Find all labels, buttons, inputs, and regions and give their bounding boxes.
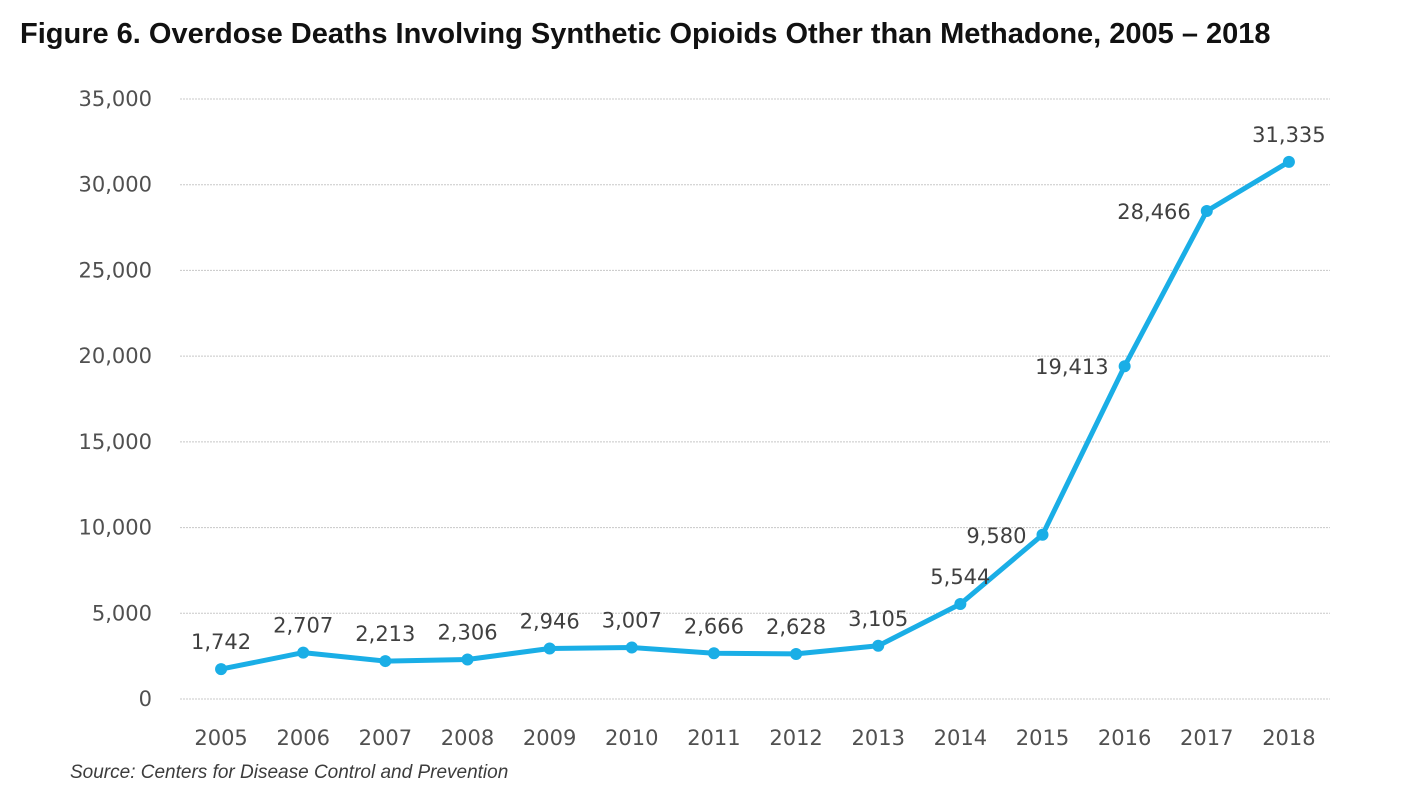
data-label-2006: 2,707 <box>273 614 333 638</box>
data-label-2013: 3,105 <box>848 607 908 631</box>
data-point-2009 <box>543 642 556 655</box>
data-point-2016 <box>1118 360 1131 373</box>
y-tick-label: 20,000 <box>79 344 152 368</box>
y-tick-label: 10,000 <box>79 516 152 540</box>
y-tick-label: 5,000 <box>92 601 152 625</box>
data-point-2015 <box>1036 528 1049 541</box>
data-label-2010: 3,007 <box>602 608 662 632</box>
y-tick-label: 15,000 <box>79 430 152 454</box>
data-point-2013 <box>872 639 885 652</box>
gridlines <box>180 98 1330 700</box>
x-tick-label-2016: 2016 <box>1098 726 1151 750</box>
data-point-2011 <box>707 647 720 660</box>
series-line <box>218 159 1292 672</box>
x-tick-label-2005: 2005 <box>194 726 247 750</box>
data-point-2007 <box>379 655 392 668</box>
data-point-2005 <box>215 663 228 676</box>
data-label-2009: 2,946 <box>520 609 580 633</box>
y-tick-label: 25,000 <box>79 258 152 282</box>
data-point-2012 <box>790 647 803 660</box>
x-tick-label-2018: 2018 <box>1262 726 1315 750</box>
x-tick-label-2009: 2009 <box>523 726 576 750</box>
x-tick-label-2015: 2015 <box>1016 726 1069 750</box>
chart-title: Figure 6. Overdose Deaths Involving Synt… <box>20 18 1271 50</box>
data-label-2008: 2,306 <box>437 620 497 644</box>
data-label-2011: 2,666 <box>684 614 744 638</box>
x-tick-label-2007: 2007 <box>359 726 412 750</box>
x-tick-label-2012: 2012 <box>769 726 822 750</box>
data-label-2005: 1,742 <box>191 630 251 654</box>
data-label-2014: 5,544 <box>930 565 990 589</box>
x-tick-label-2006: 2006 <box>276 726 329 750</box>
data-point-2014 <box>954 597 967 610</box>
y-tick-label: 35,000 <box>79 87 152 111</box>
data-labels: 1,742 2,707 2,213 2,306 2,946 3,007 2,666 2,628… <box>191 123 1326 654</box>
series-line-group <box>218 159 1292 672</box>
data-label-2016: 19,413 <box>1035 355 1108 379</box>
data-label-2017: 28,466 <box>1117 200 1190 224</box>
data-point-2018 <box>1282 155 1295 168</box>
data-label-2012: 2,628 <box>766 615 826 639</box>
x-tick-label-2008: 2008 <box>441 726 494 750</box>
y-tick-label: 0 <box>139 687 152 711</box>
x-tick-label-2013: 2013 <box>851 726 904 750</box>
x-tick-label-2014: 2014 <box>934 726 987 750</box>
x-tick-label-2010: 2010 <box>605 726 658 750</box>
data-point-2006 <box>297 646 310 659</box>
data-label-2007: 2,213 <box>355 622 415 646</box>
x-axis-tick-labels: 2005 2006 2007 2008 2009 2010 2011 2012 2013 2014… <box>194 726 1315 750</box>
y-axis-tick-labels: 0 5,000 10,000 15,000 20,000 25,000 30,000 35,0… <box>79 87 152 711</box>
data-point-2010 <box>625 641 638 654</box>
chart-source-note: Source: Centers for Disease Control and … <box>70 762 509 783</box>
data-point-2017 <box>1200 205 1213 218</box>
data-label-2015: 9,580 <box>966 524 1026 548</box>
data-label-2018: 31,335 <box>1252 123 1325 147</box>
x-tick-label-2017: 2017 <box>1180 726 1233 750</box>
x-tick-label-2011: 2011 <box>687 726 740 750</box>
y-tick-label: 30,000 <box>79 173 152 197</box>
data-points <box>215 155 1295 676</box>
data-point-2008 <box>461 653 474 666</box>
